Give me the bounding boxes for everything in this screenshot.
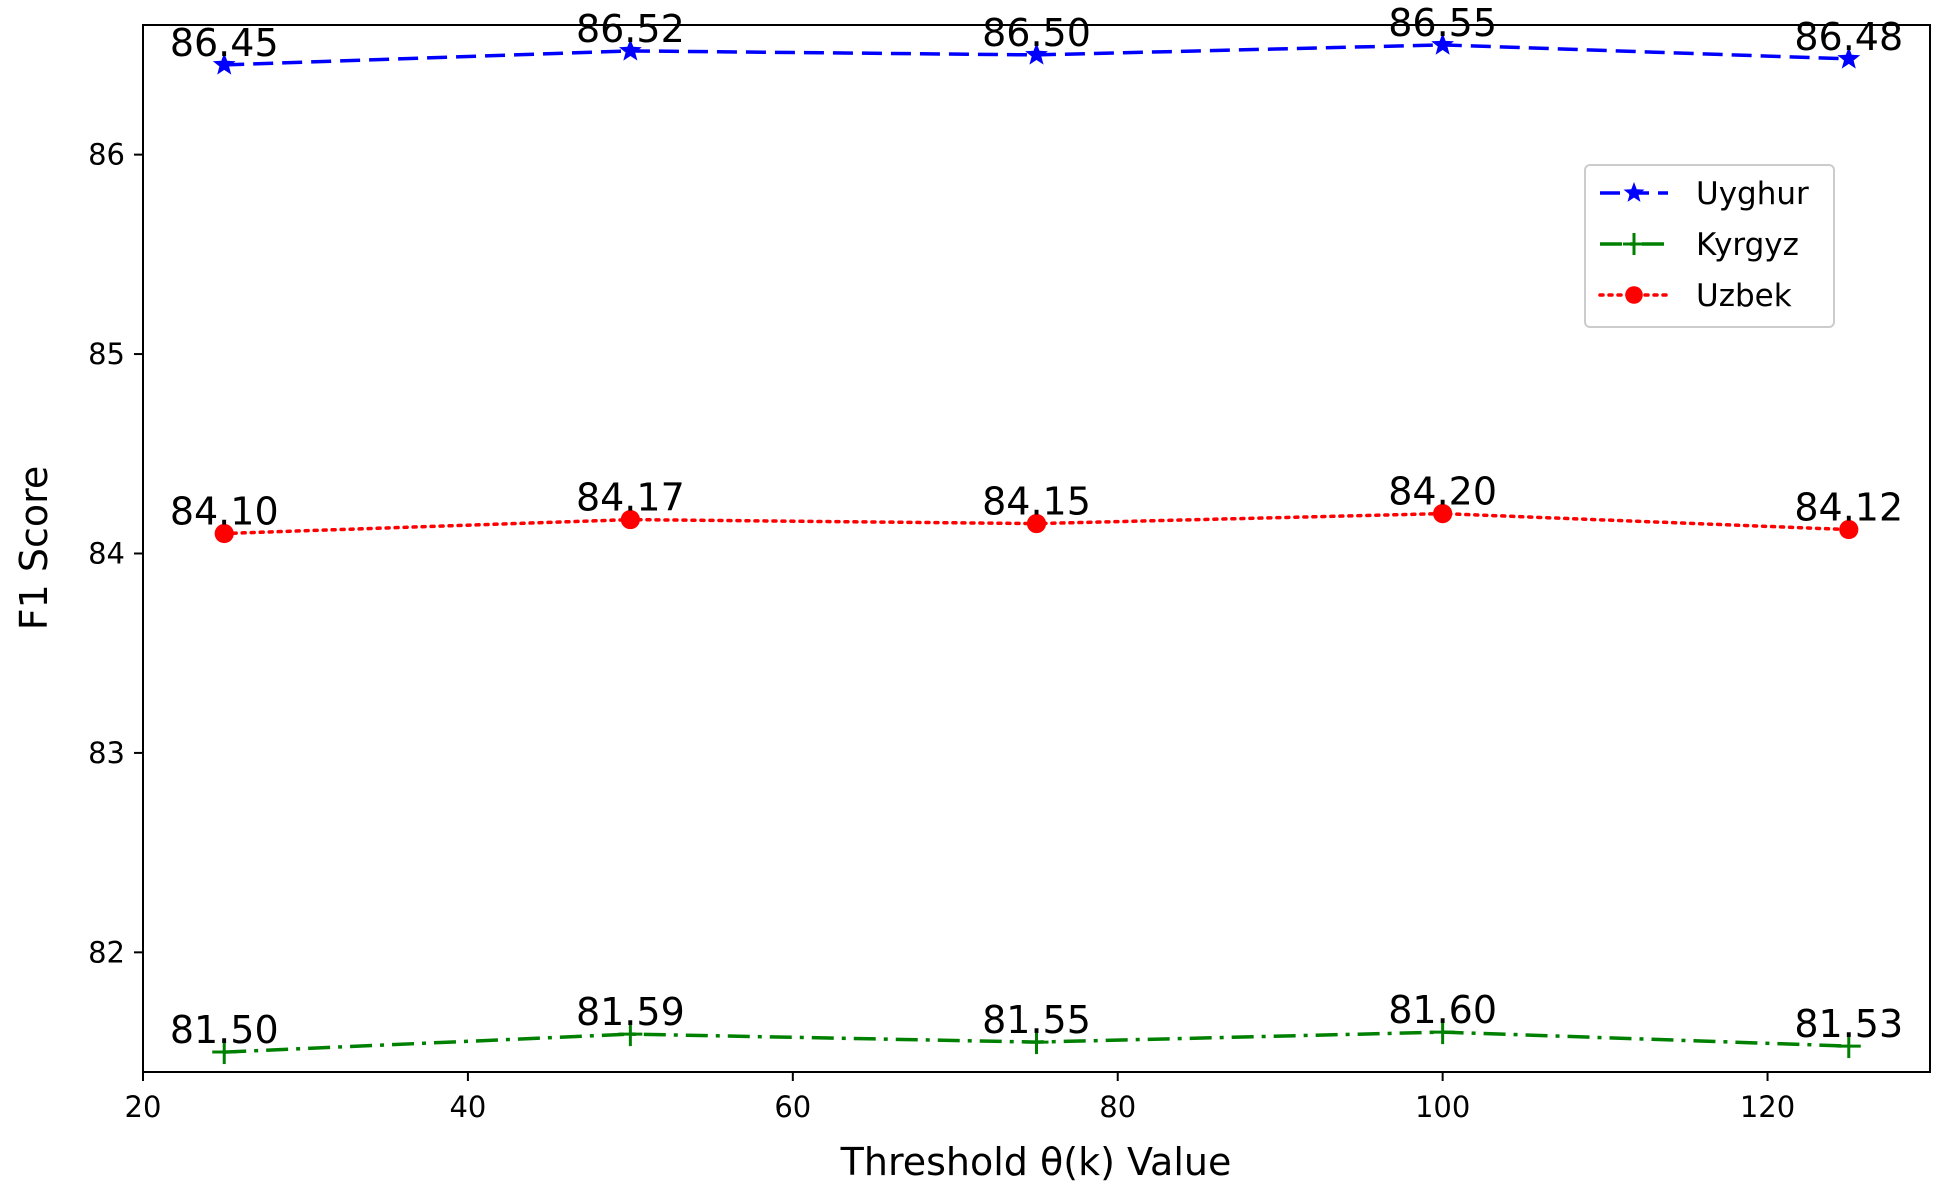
legend-label-kyrgyz: Kyrgyz [1696,227,1799,263]
data-point-uzbek [1026,513,1047,534]
legend-box [1584,164,1835,328]
data-point-uyghur [619,38,642,61]
data-point-uzbek [214,523,234,544]
data-label-uzbek: 84.12 [1794,486,1903,530]
x-tick-label: 100 [1415,1090,1470,1124]
data-label-kyrgyz: 81.53 [1794,1002,1903,1046]
data-label-uzbek: 84.10 [170,490,279,534]
legend: Uyghur Kyrgyz Uzbek [1584,164,1835,328]
data-label-uyghur: 86.50 [982,11,1091,55]
data-point-kyrgyz [212,1040,237,1065]
data-labels: 86.45 86.52 86.50 86.55 86.48 81.50 81.59 81.55… [170,1,1903,1052]
x-tick-label: 120 [1740,1090,1795,1124]
data-label-uyghur: 86.55 [1388,1,1497,45]
series-uzbek [214,503,1859,544]
data-point-kyrgyz [1836,1034,1861,1059]
y-tick-label: 84 [88,536,125,570]
y-axis: 82 83 84 85 86 [88,138,143,969]
data-point-uzbek [1839,519,1859,540]
y-tick-label: 85 [88,337,125,371]
x-axis: 20 40 60 80 100 120 [125,1072,1795,1124]
series-uyghur [212,32,1861,75]
y-tick-label: 86 [88,138,125,172]
legend-item-kyrgyz: Kyrgyz [1600,227,1799,263]
legend-item-uyghur: Uyghur [1600,176,1809,212]
x-tick-label: 20 [125,1090,162,1124]
legend-marker-kyrgyz [1623,233,1645,255]
y-tick-label: 83 [88,736,125,770]
data-label-uzbek: 84.20 [1388,470,1497,514]
data-point-uyghur [1837,46,1861,69]
series-layer [212,32,1861,1065]
x-tick-label: 40 [449,1090,486,1124]
data-label-kyrgyz: 81.59 [576,990,685,1034]
data-point-uyghur [1025,42,1048,65]
data-label-uyghur: 86.45 [170,21,279,65]
data-label-kyrgyz: 81.50 [170,1008,279,1052]
legend-label-uyghur: Uyghur [1696,176,1809,212]
legend-marker-uzbek [1625,286,1643,304]
data-label-uzbek: 84.15 [982,480,1091,524]
data-point-kyrgyz [1024,1030,1049,1055]
data-label-uyghur: 86.52 [576,7,685,51]
data-label-uyghur: 86.48 [1794,15,1903,59]
legend-marker-uyghur [1623,182,1645,202]
data-point-kyrgyz [1430,1020,1455,1045]
data-point-uyghur [1431,32,1454,55]
x-tick-label: 60 [774,1090,811,1124]
data-label-uzbek: 84.17 [576,476,685,520]
x-axis-title: Threshold θ(k) Value [840,1140,1232,1184]
y-axis-title: F1 Score [12,466,56,631]
legend-item-uzbek: Uzbek [1598,278,1792,314]
x-tick-label: 80 [1099,1090,1136,1124]
data-point-kyrgyz [618,1022,643,1047]
legend-items: Uyghur Kyrgyz Uzbek [1598,176,1809,314]
series-kyrgyz [212,1020,1861,1065]
data-label-kyrgyz: 81.60 [1388,988,1497,1032]
data-point-uzbek [620,509,640,530]
legend-label-uzbek: Uzbek [1696,278,1792,314]
data-point-uzbek [1433,503,1453,524]
data-label-kyrgyz: 81.55 [982,998,1091,1042]
y-tick-label: 82 [88,935,125,969]
data-point-uyghur [212,52,236,75]
